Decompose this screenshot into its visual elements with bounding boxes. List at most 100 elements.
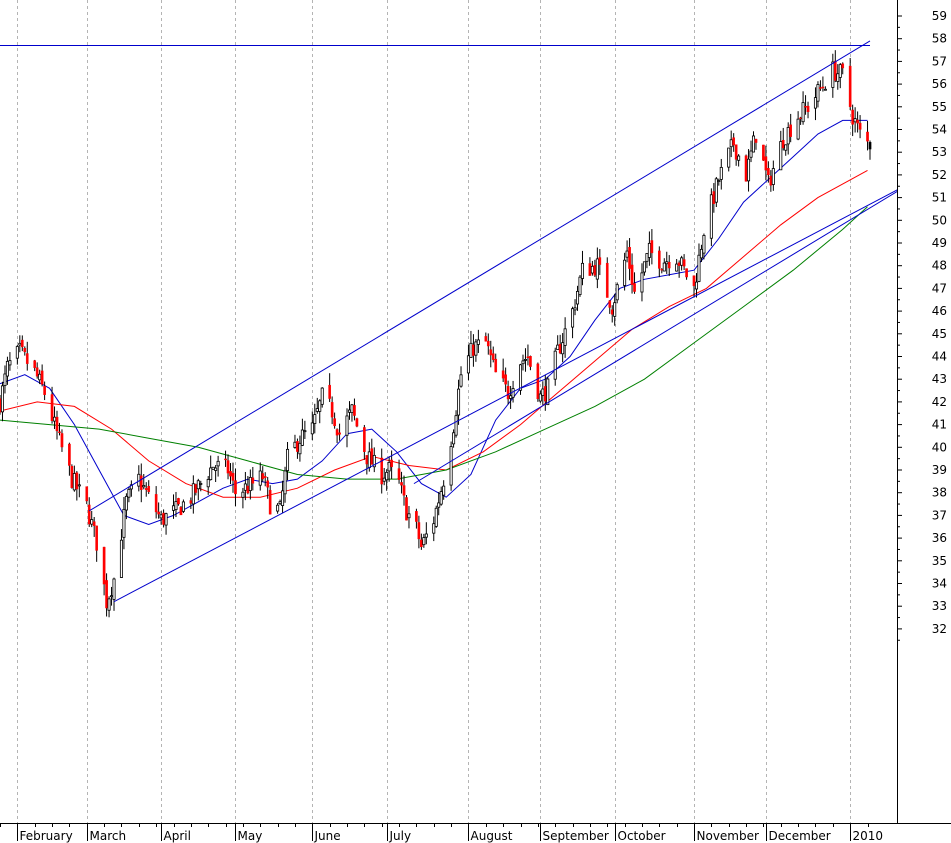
candle xyxy=(580,250,584,286)
candle-body xyxy=(20,339,24,348)
candle xyxy=(692,275,696,298)
candle-body xyxy=(129,484,133,490)
trend-line-4 xyxy=(413,179,918,485)
candle-body xyxy=(576,291,580,305)
candle xyxy=(472,334,475,367)
candle-body xyxy=(434,507,438,527)
candle-body xyxy=(529,356,532,367)
candle xyxy=(243,471,247,501)
candle-body xyxy=(801,102,805,123)
candle-body xyxy=(509,395,513,399)
candle xyxy=(293,434,297,449)
candle xyxy=(43,381,46,401)
candle xyxy=(786,122,790,155)
candle xyxy=(717,178,721,186)
candle xyxy=(102,546,106,596)
candle xyxy=(33,359,37,372)
candle xyxy=(92,516,96,537)
candle-body xyxy=(43,385,46,395)
trend-line-3 xyxy=(113,178,918,603)
candle-body xyxy=(459,374,463,387)
candle-body xyxy=(571,308,575,328)
y-tick-label-40: 40 xyxy=(932,440,947,454)
y-axis-ticks: 32 33 34 35 36 37 38 39 40 41 42 43 44 45 46 47 48 49 50 51… xyxy=(897,9,947,641)
candle-body xyxy=(35,367,39,377)
candlesticks xyxy=(0,50,872,618)
candle-body xyxy=(640,272,644,293)
candle xyxy=(353,398,356,421)
candle-body xyxy=(714,178,718,203)
candle-body xyxy=(216,460,220,467)
candle xyxy=(868,140,872,160)
candle xyxy=(784,144,788,156)
y-tick-label-50: 50 xyxy=(932,213,947,227)
candle-body xyxy=(320,387,324,405)
candle-body xyxy=(573,307,577,311)
moving-average-3 xyxy=(0,206,868,480)
candle-body xyxy=(615,284,619,301)
candle xyxy=(536,362,540,402)
candle-body xyxy=(179,506,183,516)
candle xyxy=(573,299,577,316)
candle-body xyxy=(38,373,42,381)
candle-body xyxy=(296,441,299,452)
candle-body xyxy=(400,482,403,486)
candle-body xyxy=(328,384,331,399)
candle-body xyxy=(23,348,27,353)
candle xyxy=(628,238,631,281)
candle-body xyxy=(474,341,478,356)
candle-body xyxy=(751,135,756,153)
candle-body xyxy=(675,263,679,272)
candle xyxy=(370,438,374,465)
candle-body xyxy=(506,386,510,400)
candle xyxy=(119,529,123,578)
y-tick-label-58: 58 xyxy=(932,32,947,46)
candle xyxy=(509,385,513,409)
candle xyxy=(452,429,456,448)
candle xyxy=(72,465,76,492)
y-tick-label-42: 42 xyxy=(932,395,947,409)
candle-body xyxy=(229,471,232,477)
candle xyxy=(194,483,198,496)
candle xyxy=(77,473,81,498)
candle xyxy=(363,424,366,460)
candle xyxy=(234,468,237,507)
candle xyxy=(799,116,802,125)
candle xyxy=(501,358,505,382)
candle xyxy=(623,252,627,291)
candle-body xyxy=(58,431,61,433)
candle-body xyxy=(335,429,339,436)
candle-body xyxy=(754,138,758,143)
candle-body xyxy=(234,480,237,495)
candle xyxy=(333,412,336,429)
candle xyxy=(147,480,151,495)
candle-body xyxy=(610,309,614,315)
candle-body xyxy=(819,87,822,89)
candle xyxy=(610,305,614,323)
candle-body xyxy=(181,501,185,512)
candle-body xyxy=(526,356,530,358)
candle-body xyxy=(767,168,770,176)
candle xyxy=(553,347,557,386)
candle xyxy=(762,144,765,161)
candle xyxy=(181,499,185,514)
candle xyxy=(0,394,2,415)
candle-body xyxy=(226,460,230,474)
candle xyxy=(283,466,287,503)
candle-body xyxy=(630,264,634,285)
candle-body xyxy=(390,459,393,468)
candle xyxy=(439,486,443,506)
candle xyxy=(310,411,314,441)
candle xyxy=(650,229,654,265)
candle xyxy=(380,448,384,494)
candle-body xyxy=(251,477,255,484)
candle-body xyxy=(590,265,594,274)
x-tick-label-7: September xyxy=(543,829,609,843)
candle-body xyxy=(804,106,807,108)
candle xyxy=(129,480,133,497)
candle xyxy=(296,438,299,459)
candle xyxy=(476,329,480,353)
candle xyxy=(35,362,39,379)
candle xyxy=(506,380,510,405)
candle xyxy=(615,282,619,304)
